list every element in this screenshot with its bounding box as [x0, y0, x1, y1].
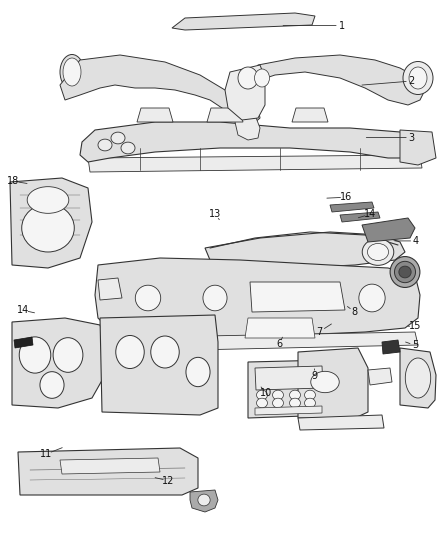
Ellipse shape — [135, 285, 161, 311]
Text: 8: 8 — [352, 307, 358, 317]
Ellipse shape — [367, 244, 389, 261]
Polygon shape — [10, 178, 92, 268]
Ellipse shape — [290, 398, 300, 408]
Text: 10: 10 — [260, 389, 272, 398]
Text: 3: 3 — [409, 133, 415, 142]
Ellipse shape — [22, 204, 74, 252]
Ellipse shape — [198, 494, 210, 506]
Ellipse shape — [390, 256, 420, 287]
Polygon shape — [255, 55, 425, 105]
Text: 11: 11 — [40, 449, 52, 459]
Polygon shape — [207, 108, 243, 122]
Text: 18: 18 — [7, 176, 19, 186]
Ellipse shape — [409, 67, 427, 89]
Polygon shape — [382, 340, 400, 354]
Ellipse shape — [186, 357, 210, 386]
Text: 7: 7 — [317, 327, 323, 336]
Polygon shape — [225, 65, 265, 120]
Ellipse shape — [111, 132, 125, 144]
Ellipse shape — [19, 337, 51, 373]
Polygon shape — [88, 155, 422, 172]
Polygon shape — [298, 415, 384, 430]
Text: 9: 9 — [311, 371, 318, 381]
Ellipse shape — [238, 67, 258, 89]
Ellipse shape — [272, 398, 283, 408]
Ellipse shape — [203, 285, 227, 311]
Polygon shape — [362, 218, 415, 242]
Polygon shape — [60, 458, 160, 474]
Polygon shape — [80, 122, 428, 162]
Polygon shape — [205, 232, 405, 268]
Text: 4: 4 — [413, 236, 419, 246]
Polygon shape — [60, 55, 260, 125]
Ellipse shape — [53, 338, 83, 373]
Ellipse shape — [257, 398, 268, 408]
Polygon shape — [12, 318, 108, 408]
Ellipse shape — [98, 139, 112, 151]
Text: 6: 6 — [276, 339, 282, 349]
Ellipse shape — [395, 261, 416, 282]
Polygon shape — [400, 348, 436, 408]
Ellipse shape — [304, 390, 315, 400]
Polygon shape — [255, 406, 322, 415]
Text: 1: 1 — [339, 21, 345, 30]
Polygon shape — [100, 332, 418, 352]
Ellipse shape — [116, 335, 144, 368]
Polygon shape — [235, 112, 260, 140]
Polygon shape — [400, 130, 436, 165]
Polygon shape — [14, 337, 33, 348]
Ellipse shape — [60, 54, 84, 90]
Polygon shape — [368, 368, 392, 385]
Ellipse shape — [359, 284, 385, 312]
Text: 2: 2 — [409, 76, 415, 86]
Polygon shape — [100, 315, 218, 415]
Text: 15: 15 — [409, 321, 421, 331]
Text: 5: 5 — [412, 341, 418, 350]
Polygon shape — [172, 13, 315, 30]
Ellipse shape — [311, 372, 339, 393]
Text: 12: 12 — [162, 476, 175, 486]
Ellipse shape — [362, 239, 394, 265]
Polygon shape — [98, 278, 122, 300]
Polygon shape — [245, 318, 315, 338]
Polygon shape — [190, 490, 218, 512]
Ellipse shape — [405, 358, 431, 398]
Text: 14: 14 — [364, 209, 376, 219]
Polygon shape — [137, 108, 173, 122]
Ellipse shape — [151, 336, 179, 368]
Polygon shape — [330, 202, 374, 212]
Polygon shape — [340, 212, 380, 222]
Polygon shape — [292, 108, 328, 122]
Polygon shape — [255, 366, 323, 390]
Polygon shape — [248, 360, 332, 418]
Ellipse shape — [63, 58, 81, 86]
Ellipse shape — [27, 187, 69, 213]
Ellipse shape — [121, 142, 135, 154]
Ellipse shape — [272, 390, 283, 400]
Polygon shape — [95, 258, 420, 338]
Ellipse shape — [257, 390, 268, 400]
Text: 14: 14 — [17, 305, 29, 315]
Ellipse shape — [40, 372, 64, 398]
Polygon shape — [298, 348, 368, 418]
Text: 16: 16 — [340, 192, 352, 202]
Ellipse shape — [399, 266, 411, 278]
Ellipse shape — [403, 61, 433, 94]
Text: 13: 13 — [208, 209, 221, 219]
Ellipse shape — [254, 69, 269, 87]
Ellipse shape — [290, 390, 300, 400]
Ellipse shape — [304, 398, 315, 408]
Polygon shape — [18, 448, 198, 495]
Polygon shape — [250, 282, 345, 312]
